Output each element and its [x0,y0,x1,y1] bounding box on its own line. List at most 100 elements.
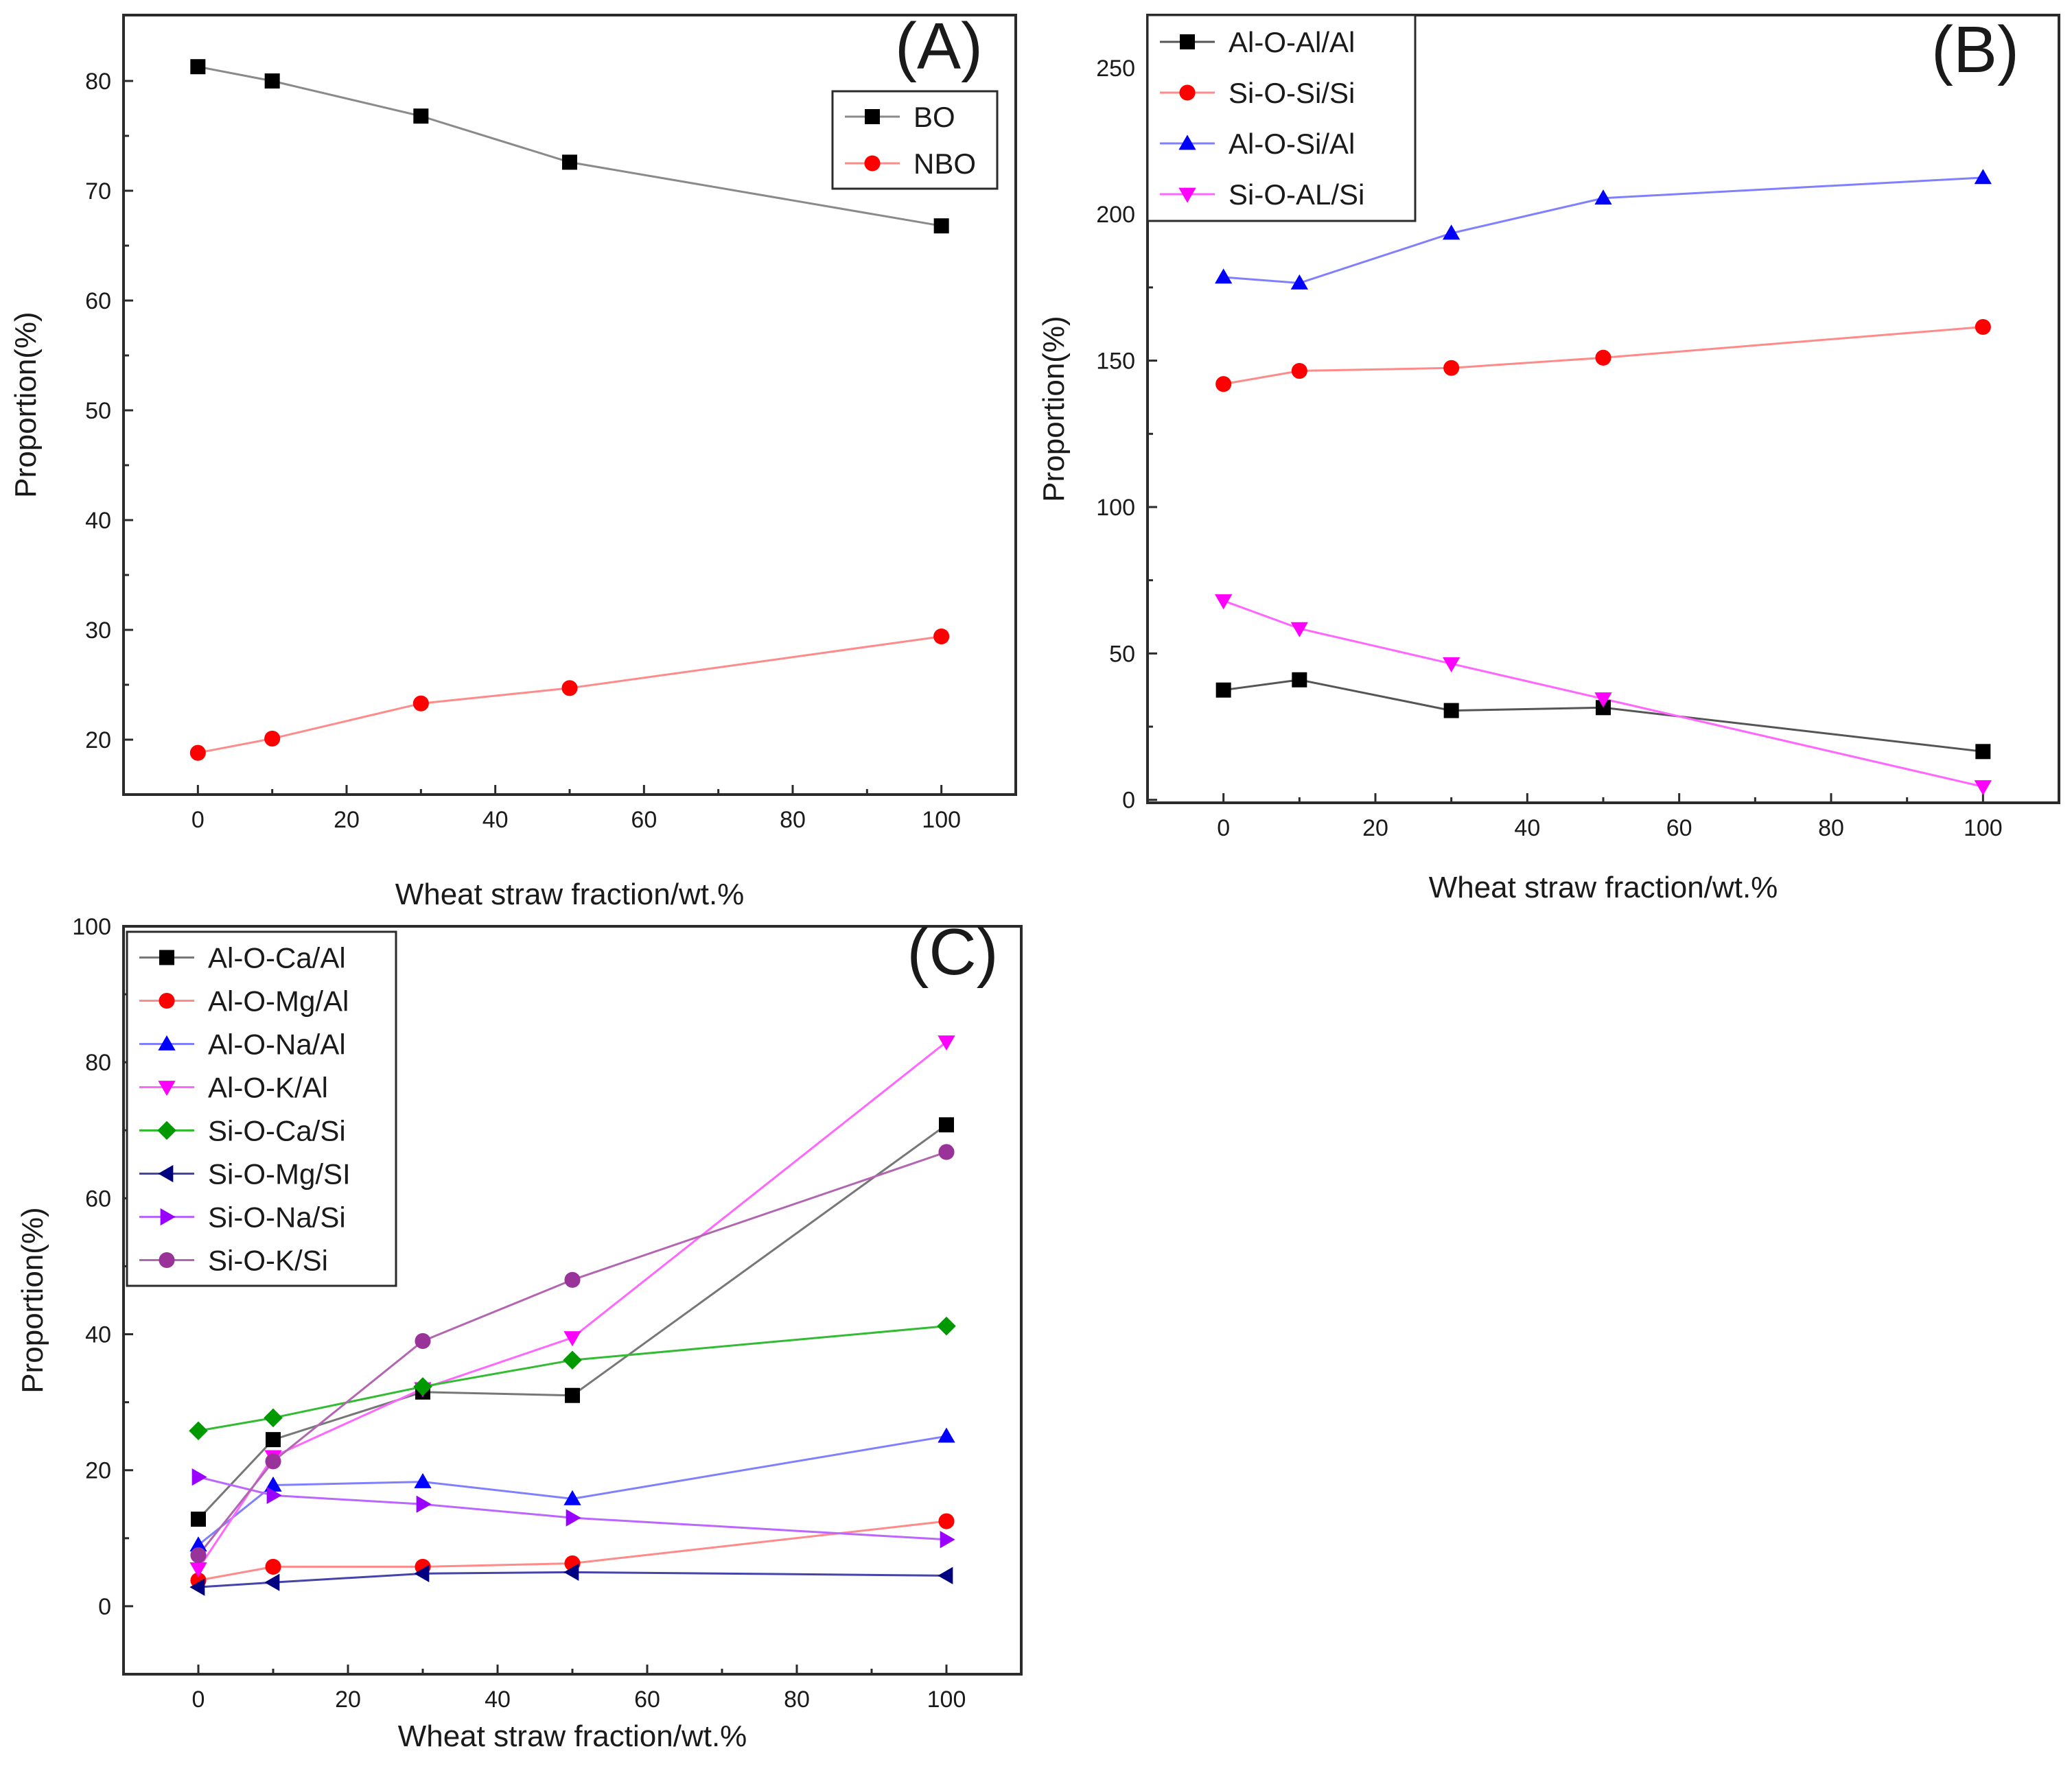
chart-2-legend-swatch-marker [158,1081,176,1096]
chart-0-series-0-point [933,218,949,234]
chart-2-legend-swatch-marker [158,1035,176,1050]
chart-a-svg: 0 20 40 60 80 100 20 30 40 50 60 70 80 Wheat straw fr… [9,10,1017,911]
chart-1-series-1-point [1975,318,1991,336]
chart-2-series-7-point [938,1144,955,1160]
chart-1-x-tick-label: 80 [1818,815,1844,841]
chart-0-series-1-point [264,730,281,747]
chart-0-series-1-point [561,680,578,696]
chart-1-y-tick-label: 250 [1096,56,1135,82]
chart-0-panel-label: (A) [895,10,983,83]
chart-b-svg: 0 20 40 60 80 100 0 50 100 150 200 250 Wheat straw f… [1037,13,2060,904]
chart-1-y-axis-label: Proportion(%) [1037,316,1071,502]
chart-2-y-tick-label: 40 [85,1322,111,1348]
chart-2-series-6-point [266,1486,282,1505]
chart-2-series-5-point [264,1573,280,1591]
chart-2-series-0-point [191,1512,206,1527]
chart-1-x-tick-label: 60 [1666,815,1692,841]
chart-2-y-axis-label: Proportion(%) [16,1207,49,1393]
chart-1-series-0-point [1215,682,1231,698]
chart-1-x-tick-label: 40 [1514,815,1540,841]
chart-1-x-tick-label: 20 [1362,815,1388,841]
chart-2-series-7-point [265,1453,281,1470]
chart-1-series-0-point [1443,703,1459,718]
chart-0-series-line-0 [198,65,942,227]
chart-1-legend-label: Al-O-Al/Al [1229,26,1355,58]
chart-2-series-3-point [563,1331,581,1347]
chart-1-legend-swatch-marker [1178,134,1196,150]
chart-2-series-5-point [563,1563,579,1582]
chart-2-legend-label: Si-O-Mg/SI [208,1158,351,1190]
chart-2-x-tick-label: 80 [784,1687,810,1713]
chart-2-legend-swatch-marker [159,950,174,965]
chart-0-x-tick-label: 20 [334,807,360,833]
chart-2-series-7-point [190,1547,207,1564]
chart-2-legend-swatch-marker [159,1252,175,1269]
chart-1-legend-swatch-marker [1180,34,1195,49]
chart-2-legend-label: Al-O-K/Al [208,1072,328,1104]
chart-2-y-tick-label: 0 [98,1594,111,1620]
chart-0-legend-swatch-marker [865,109,880,124]
chart-1-series-3-point [1290,622,1308,637]
chart-1-y-tick-label: 0 [1122,788,1135,814]
chart-2-series-3-point [189,1562,207,1578]
chart-0-series-1-point [412,695,429,712]
chart-2-series-4-point [937,1316,956,1336]
chart-2-y-tick-label: 80 [85,1050,111,1076]
chart-0-x-tick-label: 80 [780,807,806,833]
chart-1-series-2-point [1594,189,1612,205]
chart-2-y-tick-label: 100 [72,914,111,940]
chart-2-panel-label: (C) [907,915,998,989]
chart-2-series-2-point [264,1476,282,1492]
chart-2-series-6-point [191,1468,207,1486]
chart-2-legend-label: Si-O-K/Si [208,1245,328,1277]
chart-1-series-1-point [1215,376,1232,392]
chart-panel-a: 0 20 40 60 80 100 20 30 40 50 60 70 80 Wheat straw fr… [0,0,1029,913]
chart-1-legend-swatch-marker [1178,187,1196,203]
chart-2-series-2-point [563,1490,581,1505]
chart-0-y-axis-label: Proportion(%) [9,312,43,497]
chart-0-x-tick-label: 0 [191,807,205,833]
chart-1-series-line-0 [1223,679,1983,753]
chart-1-series-2-point [1974,169,1992,185]
chart-2-series-2-point [414,1472,432,1488]
chart-2-x-tick-label: 40 [485,1687,511,1713]
chart-2-series-6-point [940,1531,955,1549]
chart-0-y-tick-label: 20 [85,727,111,753]
chart-2-series-1-point [265,1558,281,1575]
chart-2-legend-swatch-marker [160,1208,176,1226]
chart-0-legend-swatch-marker [864,155,881,172]
chart-2-legend-label: Si-O-Ca/Si [208,1115,346,1147]
chart-2-series-6-point [566,1509,581,1527]
chart-1-series-2-point [1290,274,1308,290]
chart-1-x-axis-label: Wheat straw fraction/wt.% [1429,871,1778,904]
chart-2-series-5-point [414,1564,430,1582]
chart-1-legend-label: Al-O-Si/Al [1229,128,1355,160]
chart-1-y-tick-label: 100 [1096,495,1135,521]
chart-1-series-3-point [1215,594,1233,610]
chart-0-x-tick-label: 60 [631,807,657,833]
chart-0-legend-box [831,90,999,190]
chart-1-x-tick-label: 100 [1964,815,2003,841]
chart-0-x-axis-label: Wheat straw fraction/wt.% [395,878,745,911]
chart-2-series-line-6 [198,1476,947,1541]
chart-2-series-1-point [938,1513,955,1529]
chart-2-y-tick-label: 60 [85,1186,111,1212]
chart-2-y-tick-label: 20 [85,1458,111,1484]
chart-2-legend-box [126,930,397,1287]
chart-2-x-tick-label: 60 [634,1687,660,1713]
chart-2-series-5-point [938,1566,953,1584]
chart-2-series-0-point [266,1432,281,1448]
chart-2-legend-label: Al-O-Na/Al [208,1029,346,1061]
chart-0-legend-label: BO [913,101,955,133]
chart-1-series-3-point [1594,692,1612,708]
chart-0-x-tick-label: 100 [922,807,961,833]
chart-2-series-5-point [189,1578,205,1596]
chart-1-y-tick-label: 200 [1096,202,1135,228]
chart-1-series-3-point [1443,657,1460,672]
chart-0-y-tick-label: 70 [85,178,111,204]
chart-1-x-tick-label: 0 [1217,815,1230,841]
chart-0-legend-label: NBO [913,148,976,180]
chart-0-y-tick-label: 80 [85,69,111,95]
chart-2-series-4-point [189,1421,208,1441]
chart-2-x-tick-label: 0 [192,1687,205,1713]
